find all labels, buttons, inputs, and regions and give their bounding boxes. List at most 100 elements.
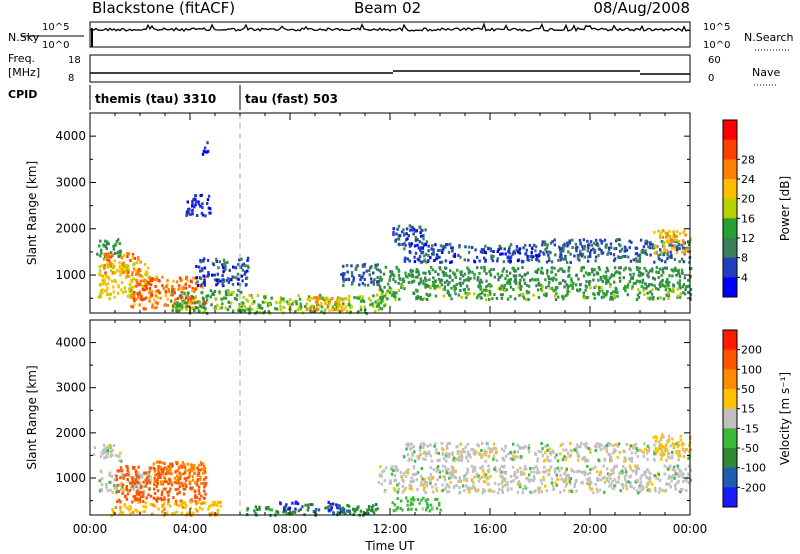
velocity-colorbar-tick-label: -200 (741, 481, 766, 494)
power-y-tick-label: 2000 (55, 222, 86, 236)
nave-tick-low: 0 (708, 73, 714, 84)
power-data-region (305, 295, 348, 313)
x-tick-label: 00:00 (673, 522, 708, 536)
beam-label: Beam 02 (354, 0, 422, 17)
power-colorbar-frame (722, 119, 738, 298)
velocity-colorbar-swatch (723, 369, 737, 390)
station-title: Blackstone (fitACF) (92, 0, 236, 17)
power-colorbar-tick-label: 8 (741, 252, 748, 265)
power-colorbar-swatch (723, 277, 737, 298)
velocity-colorbar-swatch (723, 408, 737, 429)
velocity-colorbar-label: Velocity [m s⁻¹] (778, 372, 792, 465)
velocity-colorbar-swatch (723, 487, 737, 508)
velocity-y-tick-label: 1000 (55, 471, 86, 485)
power-data-region (185, 193, 212, 218)
velocity-colorbar-swatch (723, 448, 737, 469)
x-tick-label: 00:00 (73, 522, 108, 536)
power-frame (89, 112, 691, 314)
x-tick-label: 20:00 (573, 522, 608, 536)
power-colorbar-tick-label: 4 (741, 271, 748, 284)
power-data-region (653, 229, 692, 255)
power-colorbar-swatch (723, 139, 737, 160)
velocity-data-region (297, 503, 379, 517)
power-colorbar-swatch (723, 238, 737, 259)
power-data-region (201, 141, 210, 156)
freq-unit-label: [MHz] (8, 66, 40, 79)
x-tick-label: 16:00 (473, 522, 508, 536)
cpid-segment-label: tau (fast) 503 (245, 92, 338, 106)
power-colorbar-tick-label: 12 (741, 232, 755, 245)
freq-tick-high: 18 (68, 55, 81, 66)
power-data-region (392, 224, 430, 250)
velocity-data-region (152, 460, 207, 486)
power-colorbar-tick-label: 16 (741, 212, 755, 225)
velocity-data-region (402, 441, 692, 463)
velocity-colorbar-swatch (723, 349, 737, 370)
x-tick-label: 12:00 (373, 522, 408, 536)
freq-panel-frame (89, 54, 691, 83)
nsearch-tick-low: 10^0 (703, 40, 730, 51)
nsearch-tick-high: 10^5 (703, 22, 730, 33)
power-data-region (340, 262, 380, 287)
freq-label: Freq. (8, 52, 35, 65)
power-colorbar-tick-label: 24 (741, 173, 755, 186)
velocity-data-region (279, 500, 300, 512)
power-data-region (102, 252, 143, 278)
power-y-axis-label: Slant Range [km] (25, 161, 39, 265)
velocity-y-axis-label: Slant Range [km] (25, 365, 39, 469)
power-data-region (170, 289, 243, 315)
power-colorbar-label: Power [dB] (778, 176, 792, 241)
velocity-y-tick-label: 3000 (55, 381, 86, 395)
velocity-colorbar-frame (722, 329, 738, 508)
nave-label: Nave (752, 66, 780, 79)
nsky-spike (91, 28, 93, 47)
velocity-panel: 1000 2000 3000 4000 Slant Range [km] 200 100 50… (25, 319, 792, 553)
nsky-tick-high: 10^5 (42, 22, 69, 33)
velocity-colorbar-tick-label: 200 (741, 344, 762, 357)
velocity-colorbar-tick-label: 50 (741, 383, 755, 396)
velocity-colorbar-swatch (723, 428, 737, 449)
power-panel: 1000 2000 3000 4000 Slant Range [km] 4 8 12 16 20… (25, 112, 792, 315)
power-data-region (403, 242, 542, 264)
velocity-colorbar-tick-label: 15 (741, 403, 755, 416)
power-y-tick-label: 3000 (55, 175, 86, 189)
x-axis-label: Time UT (364, 539, 415, 553)
velocity-colorbar-swatch (723, 467, 737, 488)
cpid-label: CPID (8, 88, 37, 101)
nsky-panel-frame (89, 21, 691, 48)
velocity-y-tick-label: 2000 (55, 426, 86, 440)
power-colorbar-swatch (723, 159, 737, 180)
power-colorbar-swatch (723, 198, 737, 219)
velocity-colorbar-tick-label: -50 (741, 442, 759, 455)
velocity-colorbar-swatch (723, 389, 737, 410)
date-label: 08/Aug/2008 (593, 0, 690, 17)
power-y-tick-label: 4000 (55, 129, 86, 143)
velocity-data-region (391, 496, 442, 513)
velocity-y-tick-label: 4000 (55, 336, 86, 350)
power-colorbar-swatch (723, 218, 737, 239)
velocity-colorbar-tick-label: -100 (741, 462, 766, 475)
velocity-data-region (92, 443, 123, 463)
cpid-segment-label: themis (tau) 3310 (95, 92, 216, 106)
velocity-colorbar-tick-label: -15 (741, 422, 759, 435)
nave-tick-high: 60 (708, 55, 721, 66)
velocity-colorbar-swatch (723, 330, 737, 351)
power-data-region (130, 275, 207, 311)
x-tick-label: 04:00 (173, 522, 208, 536)
power-colorbar-tick-label: 28 (741, 153, 755, 166)
power-data-region (377, 265, 693, 288)
power-colorbar-swatch (723, 179, 737, 200)
power-colorbar-swatch (723, 120, 737, 141)
power-y-tick-label: 1000 (55, 268, 86, 282)
nsearch-label: N.Search (744, 31, 794, 44)
nsky-tick-low: 10^0 (42, 40, 69, 51)
nsky-trace (89, 22, 691, 33)
power-data-region (195, 256, 250, 288)
power-data-region (378, 284, 693, 302)
freq-tick-low: 8 (68, 73, 74, 84)
power-colorbar-tick-label: 20 (741, 193, 755, 206)
power-colorbar-swatch (723, 257, 737, 278)
nsky-label: N.Sky (8, 31, 40, 44)
x-tick-label: 08:00 (273, 522, 308, 536)
